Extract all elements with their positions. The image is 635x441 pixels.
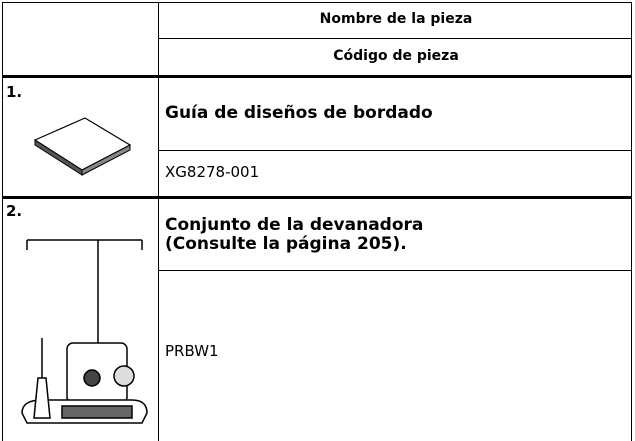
header-name: Nombre de la pieza (319, 11, 473, 27)
border (158, 270, 632, 271)
border (2, 2, 632, 3)
border (2, 196, 632, 199)
border (631, 2, 632, 441)
winder-icon (21, 239, 148, 424)
item-name: (Consulte la página 205). (165, 234, 407, 254)
item-name: Guía de diseños de bordado (165, 103, 433, 123)
border (158, 38, 632, 39)
border (2, 75, 632, 78)
header-code: Código de pieza (333, 48, 459, 64)
border (158, 2, 159, 441)
item-number: 1. (6, 83, 23, 101)
border (2, 2, 3, 441)
item-code: PRBW1 (165, 342, 219, 360)
item-code: XG8278-001 (165, 163, 260, 181)
border (158, 150, 632, 151)
book-icon (33, 117, 132, 176)
item-name: Conjunto de la devanadora (165, 215, 424, 235)
item-number: 2. (6, 202, 23, 220)
